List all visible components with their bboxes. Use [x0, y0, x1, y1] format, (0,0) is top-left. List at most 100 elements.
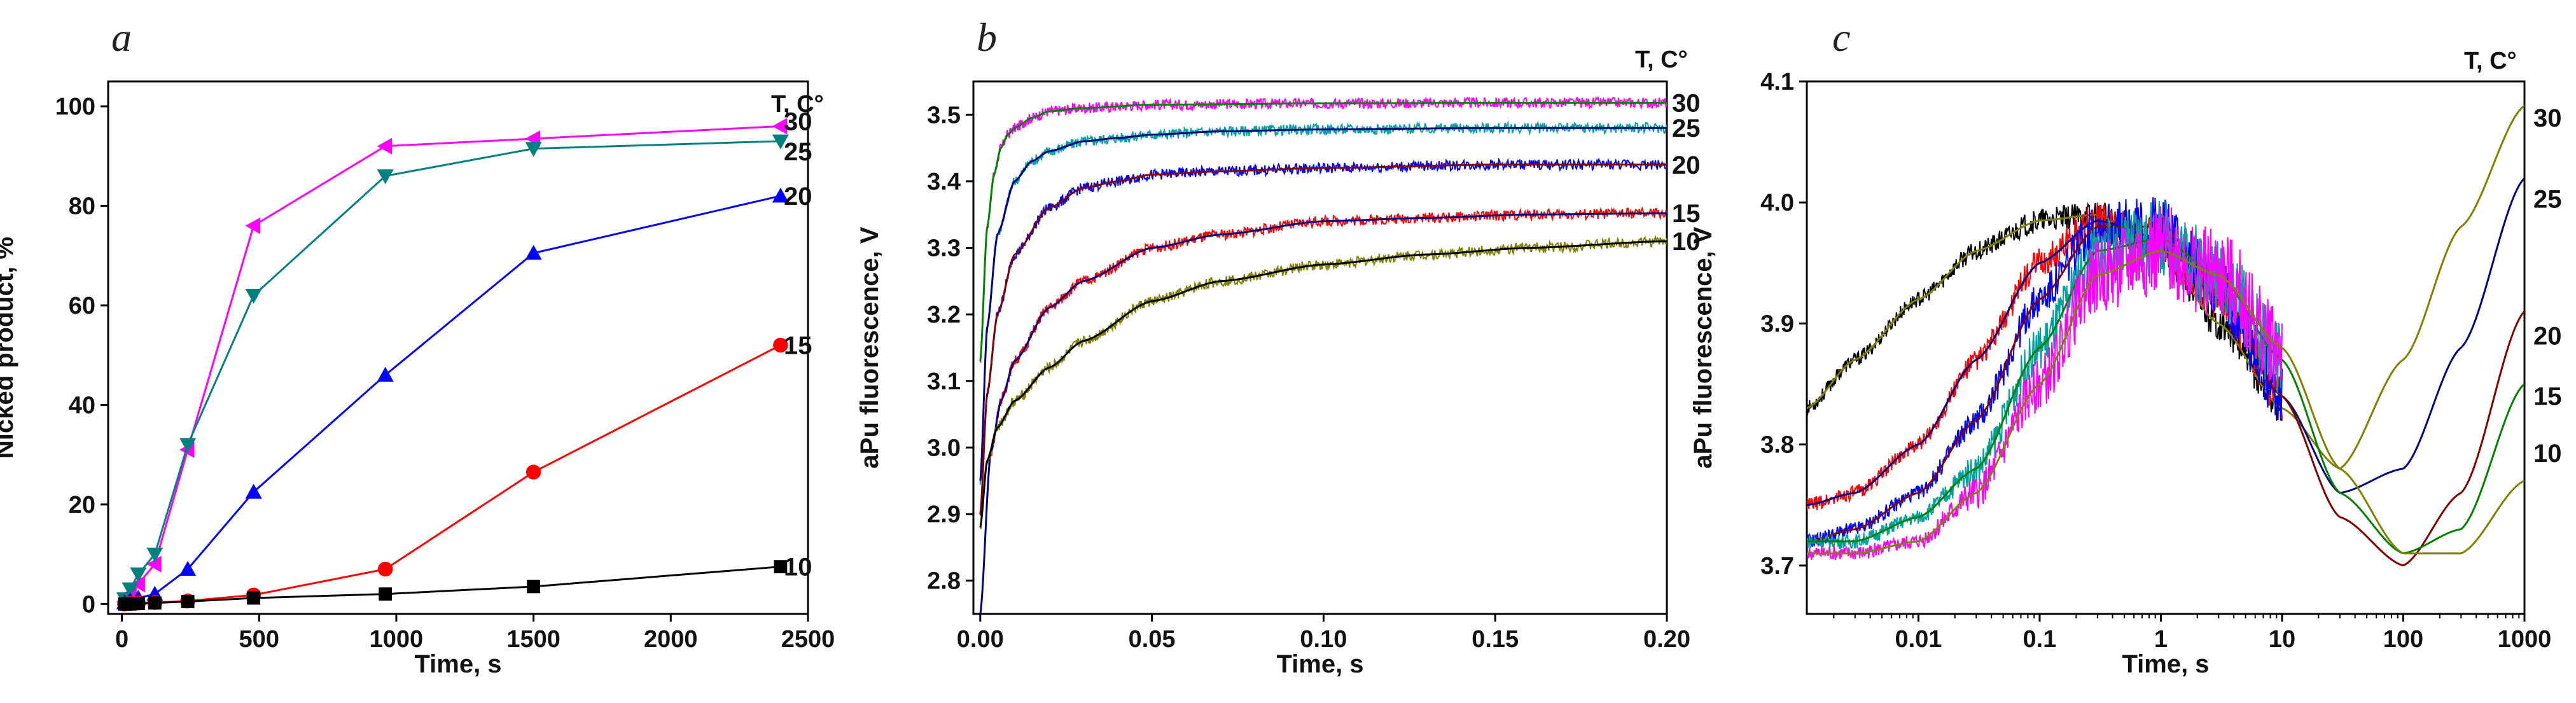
series-label: 15 [1672, 200, 1701, 228]
y-tick-label: 3.8 [1760, 432, 1794, 459]
series-label: 25 [1672, 115, 1701, 143]
series-label: 10 [784, 553, 812, 581]
data-point [130, 567, 147, 583]
series-fit-curve [979, 212, 1667, 614]
series-15 [979, 206, 1667, 614]
data-point [181, 595, 195, 608]
legend-title: T, C° [1635, 46, 1688, 73]
series-fit-curve [1807, 104, 2524, 470]
series-label: 20 [2533, 322, 2562, 350]
panel-letter: b [977, 15, 997, 60]
series-20: 20 [116, 183, 812, 609]
series-label: 15 [2533, 383, 2562, 411]
x-tick-label: 0.10 [1300, 626, 1347, 653]
series-15: 15 [117, 332, 812, 612]
y-tick-label: 3.4 [927, 169, 961, 195]
x-tick-label: 2000 [644, 626, 698, 653]
plot-frame [1806, 80, 2526, 615]
series-30 [1807, 104, 2524, 470]
y-tick-label: 80 [69, 193, 95, 220]
y-tick-label: 2.9 [927, 501, 961, 528]
series-25: 25 [116, 134, 812, 608]
series-label: 30 [1672, 89, 1701, 117]
plot-frame [972, 80, 1668, 615]
series-label: 30 [2533, 104, 2562, 132]
panel-a-nicked-product-chart: 0 500 1000 1500 2000 2500 0 20 40 60 80 100 Time, s N… [0, 15, 835, 678]
y-tick-label: 3.5 [927, 102, 961, 129]
series-fit-curve [1807, 249, 2524, 555]
data-point [525, 244, 542, 260]
y-tick-label: 3.2 [927, 302, 961, 328]
data-point [245, 484, 262, 499]
x-tick-label: 100 [2383, 626, 2423, 653]
data-point [772, 134, 789, 150]
y-tick-label: 3.9 [1760, 310, 1794, 337]
series-30: 30 [116, 108, 812, 610]
data-point [122, 582, 139, 597]
data-point [245, 217, 261, 234]
series-noisy-trace [979, 120, 1667, 485]
series-line [124, 195, 781, 604]
x-tick-label: 0.00 [957, 626, 1004, 653]
y-tick-label: 2.8 [927, 568, 961, 595]
panel-b-fluorescence-linear-chart: 0.00 0.05 0.10 0.15 0.20 2.8 2.9 3.0 3.1 3.2 3.3 3.… [856, 15, 1701, 678]
series-10: 10 [118, 553, 812, 611]
x-tick-label: 2500 [781, 626, 835, 653]
data-point [526, 464, 541, 480]
x-tick-label: 0.20 [1643, 626, 1690, 653]
x-tick-label: 500 [239, 626, 279, 653]
data-point [179, 560, 197, 576]
plot-frame [107, 80, 809, 615]
series-label: 15 [784, 332, 812, 360]
series-line [124, 344, 781, 605]
x-tick-label: 1 [2154, 626, 2168, 653]
series-noisy-trace [1807, 202, 2283, 421]
x-tick-label: 0.1 [2023, 626, 2057, 653]
panel-letter: a [111, 15, 132, 60]
data-point [146, 555, 162, 573]
x-tick-label: 1500 [506, 626, 560, 653]
data-point [247, 591, 261, 605]
data-point [772, 187, 789, 203]
series-label: 20 [784, 183, 812, 211]
series-25 [979, 120, 1667, 485]
series-label: 30 [784, 108, 812, 136]
legend-title: T, C° [2464, 48, 2517, 74]
series-30 [979, 95, 1667, 363]
data-point [377, 366, 394, 382]
series-fit-curve [979, 101, 1667, 361]
data-point [772, 118, 788, 135]
y-tick-label: 3.7 [1760, 553, 1794, 580]
series-fit-curve [979, 127, 1667, 481]
series-10 [1807, 206, 2524, 560]
series-label: 10 [2533, 440, 2562, 468]
x-axis-label: Time, s [2122, 650, 2209, 678]
legend-title: T, C° [771, 91, 824, 118]
y-tick-label: 20 [69, 492, 95, 519]
x-tick-label: 1000 [370, 626, 424, 653]
data-point [245, 288, 262, 304]
x-tick-label: 0.05 [1129, 626, 1176, 653]
y-tick-label: 4.0 [1760, 190, 1794, 216]
series-20 [979, 157, 1667, 516]
y-tick-label: 40 [69, 392, 95, 419]
data-point [130, 576, 145, 593]
data-point [377, 137, 393, 155]
data-point [377, 561, 393, 577]
data-point [377, 169, 394, 184]
y-tick-label: 3.1 [927, 368, 961, 395]
data-point [527, 580, 541, 594]
series-label: 25 [784, 138, 812, 166]
x-axis-label: Time, s [1276, 650, 1363, 678]
y-tick-label: 3.3 [927, 235, 961, 262]
series-fit-curve [979, 164, 1667, 515]
y-axis-label: Nicked product, % [0, 237, 18, 459]
panel-c-fluorescence-log-chart: 0.01 0.1 1 10 100 1000 3.7 3.8 3.9 4.0 4.1 Time, s a… [1689, 15, 2562, 678]
y-tick-label: 100 [55, 94, 95, 120]
series-label: 10 [1672, 228, 1701, 256]
series-10 [979, 235, 1667, 530]
series-fit-curve [1807, 237, 2524, 555]
x-tick-label: 0.15 [1472, 626, 1519, 653]
y-tick-label: 60 [69, 293, 95, 319]
